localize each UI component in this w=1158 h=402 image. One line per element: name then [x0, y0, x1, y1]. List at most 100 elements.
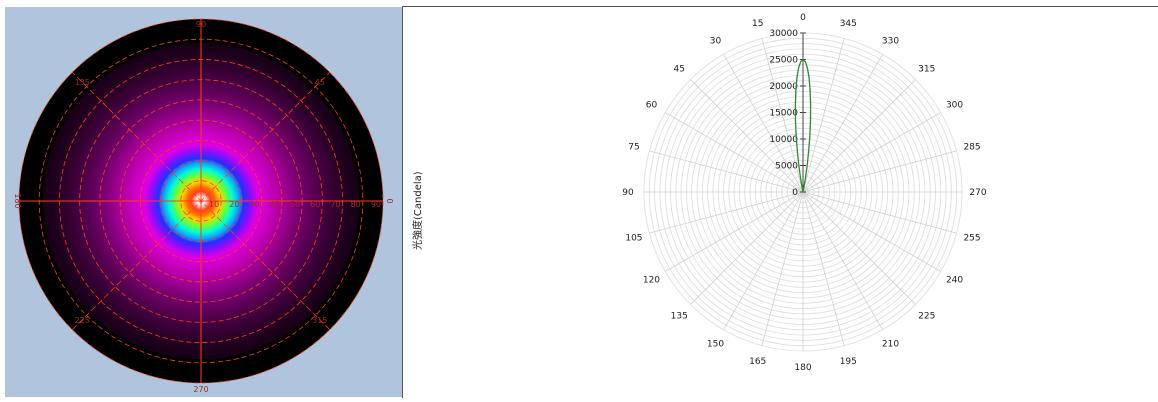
polar-angle-label: 120 [643, 276, 660, 286]
polar-radial-tick-label: 25000 [769, 56, 798, 66]
polar-angle-label: 150 [707, 340, 724, 350]
polar-data-point [808, 76, 810, 78]
polar-data-point [804, 178, 806, 180]
polar-grid-spoke [761, 38, 804, 193]
map-angle-label: 90 [196, 20, 206, 29]
polar-angle-label: 135 [671, 312, 688, 322]
map-angle-label: 225 [75, 316, 90, 325]
polar-grid-spoke [802, 191, 845, 346]
polar-grid-spoke [802, 112, 941, 193]
polar-data-point [806, 66, 808, 69]
polar-angle-label: 0 [800, 13, 806, 23]
polar-grid-spoke [665, 191, 804, 272]
polar-angle-label: 105 [625, 233, 642, 243]
polar-grid-spoke [802, 79, 916, 193]
polar-angle-label: 45 [674, 64, 685, 74]
polar-radial-tick-label: 15000 [769, 109, 798, 119]
polar-grid-spoke [802, 191, 941, 272]
polar-data-point [794, 120, 797, 122]
polar-grid-spoke [761, 191, 804, 346]
polar-data-point [802, 58, 804, 61]
polar-data-point [807, 152, 810, 154]
polar-angle-label: 165 [749, 357, 766, 367]
map-angle-label: 45 [315, 78, 325, 87]
map-angle-label: 270 [193, 385, 208, 394]
polar-angle-label: 330 [882, 36, 899, 46]
polar-grid-spoke [802, 54, 883, 193]
polar-data-point [796, 76, 798, 78]
polar-radial-tick-label: 5000 [775, 162, 798, 172]
polar-grid-spoke [723, 54, 804, 193]
polar-angle-label: 195 [840, 357, 857, 367]
polar-grid-spoke [649, 191, 804, 234]
polar-grid-spoke [665, 112, 804, 193]
intensity-map-panel: 10 20 30 40 50 60 70 80 90 90 135 45 180 0 225 315 270 [5, 7, 402, 397]
polar-angle-label: 75 [628, 143, 639, 153]
polar-data-point [806, 166, 808, 168]
polar-grid-spoke [802, 150, 957, 193]
polar-data-point [802, 191, 804, 193]
panel-divider [402, 6, 403, 398]
polar-angle-label: 255 [963, 233, 980, 243]
map-radial-label: 20 [229, 200, 239, 209]
polar-radial-tick-label: 30000 [769, 29, 798, 39]
polar-grid-spoke [649, 150, 804, 193]
polar-data-point [801, 186, 803, 188]
map-radial-label: 80 [351, 200, 361, 209]
polar-angle-label: 180 [794, 363, 811, 373]
map-angle-label: 0 [385, 198, 394, 203]
map-radial-label: 50 [290, 200, 300, 209]
polar-angle-label: 225 [918, 312, 935, 322]
polar-angle-label: 315 [918, 64, 935, 74]
polar-angle-label: 345 [840, 19, 857, 29]
polar-grid-spoke [690, 191, 804, 305]
map-angle-label: 180 [13, 193, 22, 208]
polar-data-point [809, 89, 811, 91]
polar-angle-label: 300 [946, 101, 963, 111]
polar-data-point [809, 136, 811, 138]
map-radial-label: 40 [270, 200, 280, 209]
map-radial-label: 10 [209, 200, 219, 209]
polar-grid-spoke [690, 79, 804, 193]
polar-grid-spoke [802, 38, 845, 193]
polar-chart-panel: 0 15 30 45 60 75 90 105 120 135 150 165 180 195 210 225… [403, 7, 1158, 398]
polar-intensity-chart: 0 15 30 45 60 75 90 105 120 135 150 165 180 195 210 225… [622, 13, 987, 373]
polar-data-point [803, 186, 805, 188]
polar-radial-tick-label: 20000 [769, 82, 798, 92]
y-axis-label: 光強度(Candela) [413, 171, 424, 250]
polar-grid-spoke [802, 191, 916, 305]
polar-data-point [800, 61, 802, 63]
polar-radial-tick-label: 10000 [769, 135, 798, 145]
polar-angle-label: 60 [646, 101, 658, 111]
map-angle-label: 135 [75, 78, 90, 87]
polar-grid-spoke [802, 191, 883, 330]
polar-data-point [796, 152, 799, 154]
polar-angle-label: 270 [969, 188, 986, 198]
polar-grid-spoke [802, 191, 957, 234]
polar-angle-label: 30 [710, 36, 722, 46]
polar-radial-tick-label: 0 [792, 188, 798, 198]
map-radial-label: 70 [330, 200, 340, 209]
map-spoke [72, 72, 330, 330]
polar-angle-label: 285 [963, 143, 980, 153]
polar-grid-spoke [723, 191, 804, 330]
polar-data-point [794, 104, 796, 106]
polar-data-point [798, 66, 800, 69]
panel-top-border [403, 6, 1158, 7]
map-radial-label: 60 [310, 200, 320, 209]
polar-data-point [800, 178, 802, 180]
map-angle-label: 315 [312, 316, 327, 325]
map-radial-label: 30 [249, 200, 259, 209]
polar-data-point [809, 120, 812, 122]
polar-data-point [798, 166, 800, 168]
polar-data-point [804, 61, 806, 63]
intensity-map: 10 20 30 40 50 60 70 80 90 90 135 45 180 0 225 315 270 [13, 18, 394, 394]
polar-data-point [795, 89, 797, 91]
polar-data-point [795, 136, 797, 138]
polar-angle-label: 210 [882, 340, 899, 350]
polar-data-point [810, 104, 812, 106]
polar-angle-label: 90 [622, 188, 634, 198]
polar-angle-label: 15 [752, 19, 763, 29]
polar-angle-label: 240 [946, 276, 963, 286]
map-radial-label: 90 [371, 200, 381, 209]
